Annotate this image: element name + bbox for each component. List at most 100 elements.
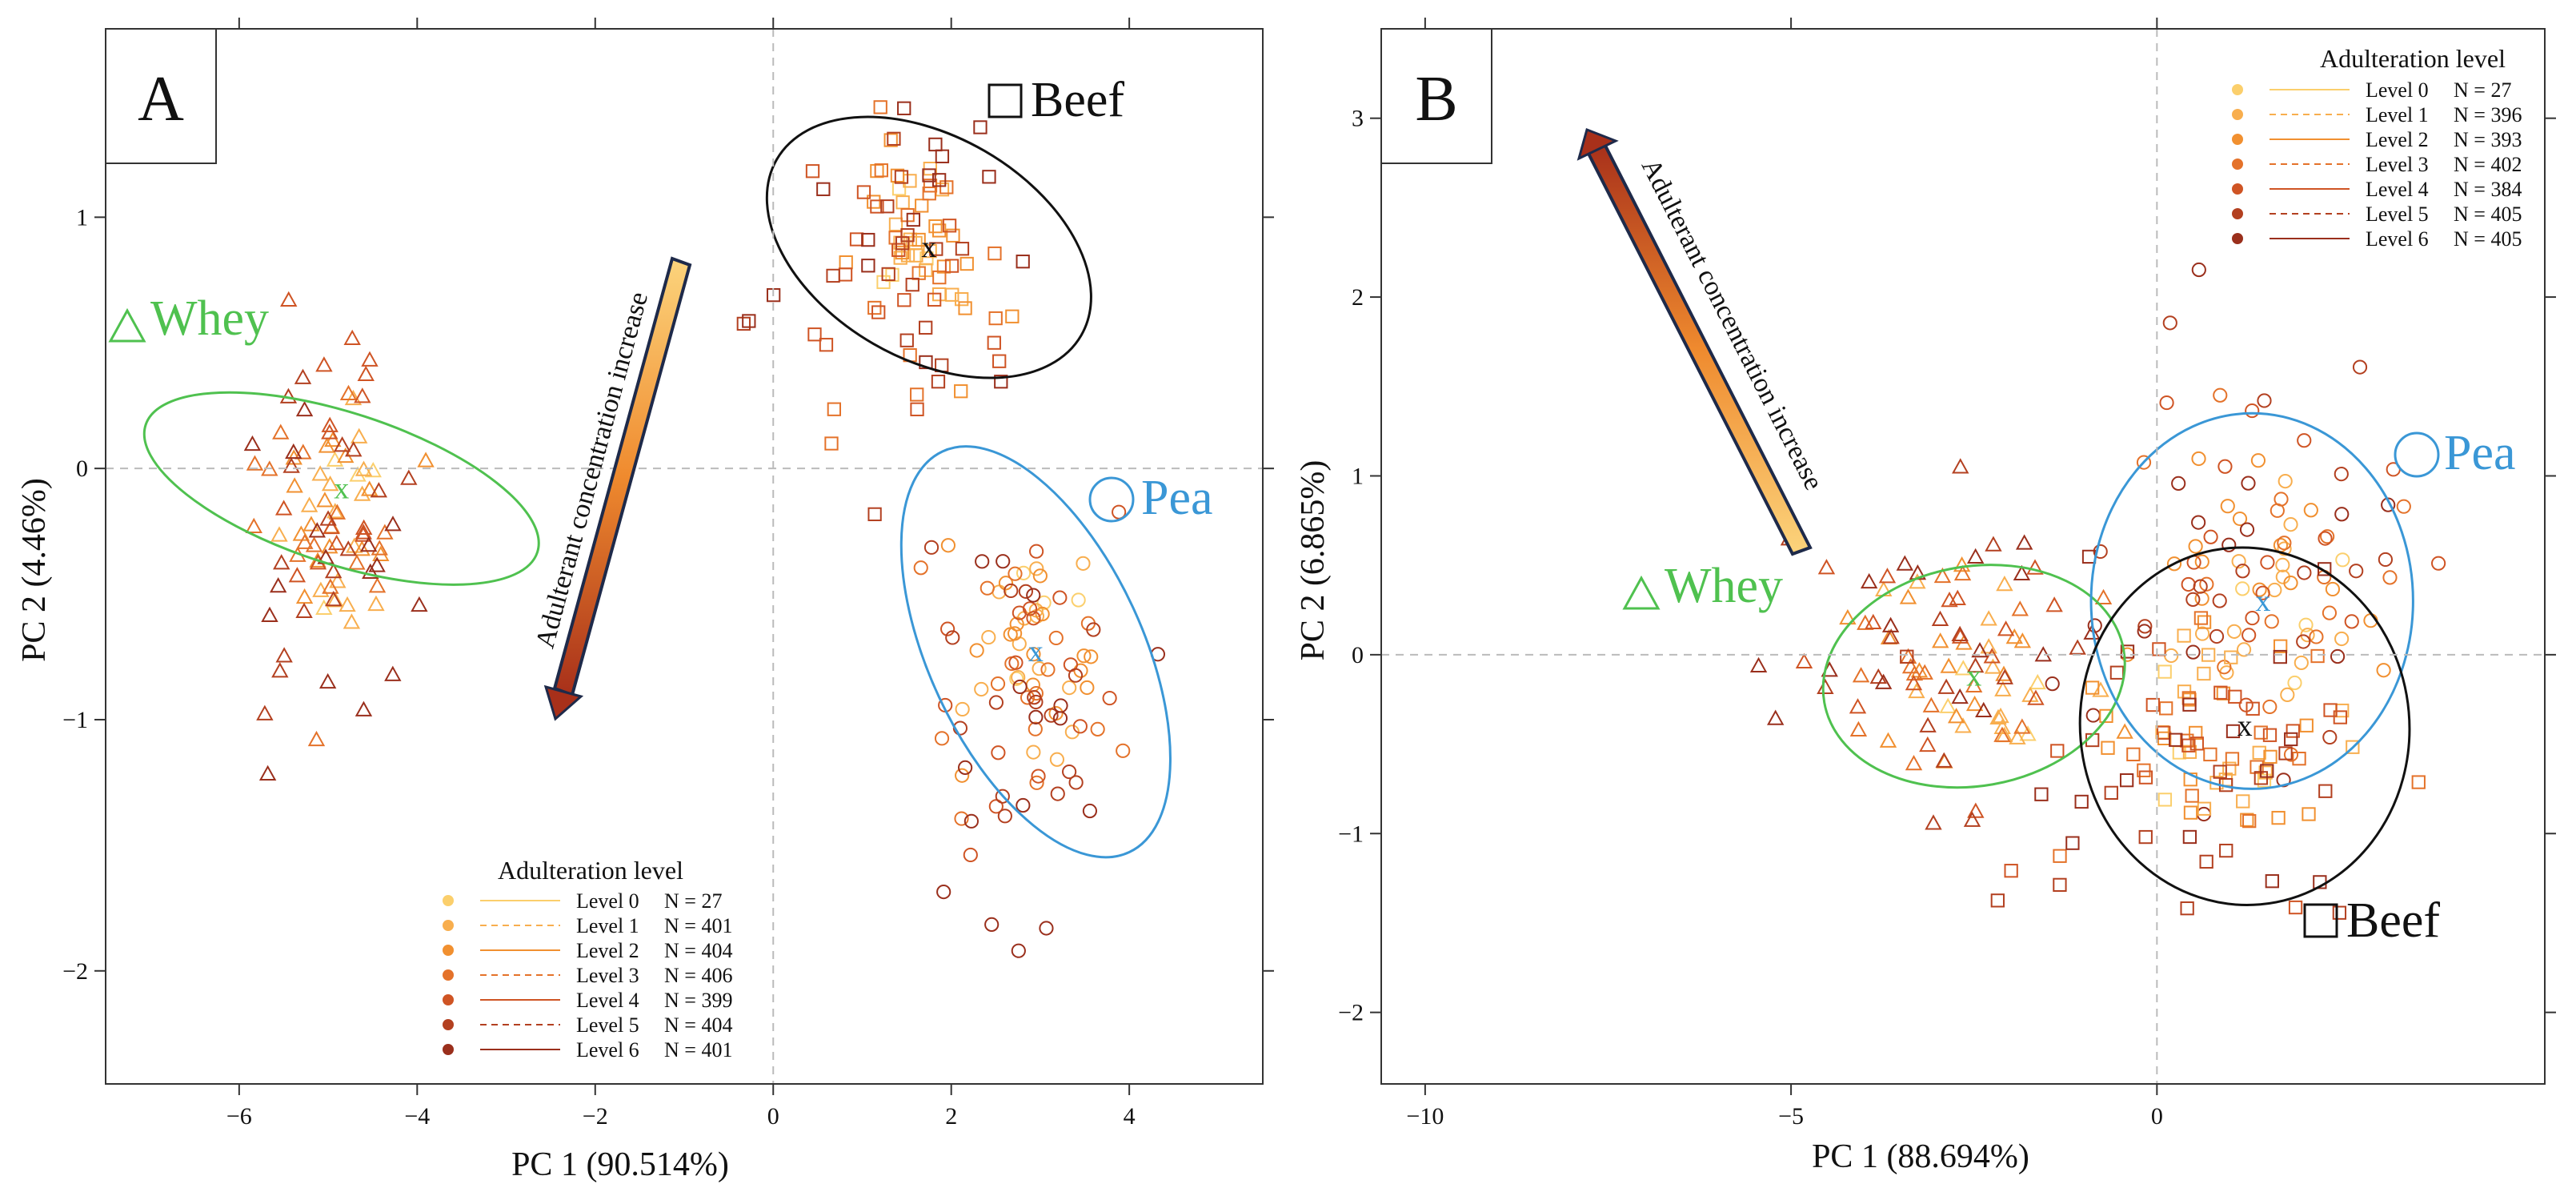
data-point-pea <box>1035 606 1050 622</box>
data-point-beef <box>2274 639 2288 653</box>
data-point-whey <box>2092 681 2109 697</box>
data-point-whey <box>343 613 361 629</box>
data-point-beef <box>939 180 954 195</box>
data-point-beef <box>911 232 926 247</box>
data-point-whey <box>371 540 388 556</box>
panel-b-beef-label: Beef <box>2346 893 2440 948</box>
data-point-whey <box>2011 600 2029 616</box>
data-point-pea <box>2334 631 2350 647</box>
data-point-pea <box>1072 719 1088 734</box>
data-point-beef <box>927 292 942 307</box>
data-point-pea <box>981 629 996 645</box>
data-point-whey <box>285 443 302 460</box>
beef-square-icon <box>2303 903 2338 938</box>
data-point-beef <box>2257 773 2272 788</box>
data-point-whey <box>1901 658 1920 674</box>
data-point-pea <box>940 621 955 636</box>
data-point-pea <box>2309 629 2324 644</box>
data-point-whey <box>1905 754 1923 771</box>
data-point-pea <box>2318 531 2333 546</box>
data-point-beef <box>2183 805 2198 820</box>
data-point-pea <box>2349 564 2364 579</box>
data-point-pea <box>2193 579 2208 594</box>
data-point-whey <box>1997 620 2015 636</box>
x-tick-label: −6 <box>226 1103 252 1130</box>
data-point-beef <box>942 219 957 233</box>
data-point-whey <box>361 351 379 367</box>
data-point-beef <box>827 402 841 416</box>
data-point-whey <box>274 500 293 516</box>
data-point-whey <box>2027 689 2045 705</box>
data-point-beef <box>1990 893 2005 908</box>
data-point-whey <box>339 540 357 556</box>
data-point-whey <box>1954 660 1973 676</box>
data-point-beef <box>867 195 881 209</box>
data-point-beef <box>2182 697 2197 712</box>
data-point-whey <box>1939 697 1957 713</box>
data-point-pea <box>2322 729 2338 745</box>
data-point-pea <box>2191 451 2206 467</box>
data-point-pea <box>2226 624 2242 639</box>
data-point-whey <box>1860 572 1878 589</box>
data-point-pea <box>980 580 995 596</box>
data-point-beef <box>2180 901 2194 916</box>
data-point-pea <box>2335 552 2350 568</box>
data-point-pea <box>1011 669 1026 685</box>
legend-level-label: Level 0 <box>2366 78 2429 102</box>
data-point-pea <box>2294 655 2309 671</box>
data-point-beef <box>935 149 950 163</box>
data-point-whey <box>321 476 339 492</box>
data-point-pea <box>2199 576 2214 592</box>
data-point-whey <box>2029 673 2046 690</box>
data-point-pea <box>1050 786 1065 801</box>
beef-square-icon <box>988 83 1023 118</box>
y-tick-label: 1 <box>1352 463 1364 489</box>
data-point-pea <box>2194 554 2209 569</box>
legend-swatch-dot <box>443 1019 454 1030</box>
data-point-beef <box>955 291 969 307</box>
data-point-beef <box>736 316 751 331</box>
data-point-pea <box>984 917 1000 932</box>
data-point-beef <box>861 259 875 273</box>
data-point-pea <box>1026 744 1041 760</box>
data-point-whey <box>294 443 312 460</box>
data-point-pea <box>2236 642 2252 657</box>
legend-level-label: Level 1 <box>2366 103 2429 126</box>
data-point-beef <box>2065 836 2080 850</box>
data-point-beef <box>932 223 947 238</box>
legend-count-label: N = 401 <box>664 1038 732 1062</box>
data-point-whey <box>1994 680 2012 696</box>
data-point-beef <box>874 163 888 178</box>
data-point-whey <box>302 516 320 532</box>
data-point-whey <box>329 572 347 588</box>
legend-count-label: N = 399 <box>664 989 732 1012</box>
data-point-whey <box>1875 580 1893 596</box>
panel-b-pea-label: Pea <box>2444 426 2516 480</box>
panel-b-label: B <box>1415 64 1457 134</box>
data-point-whey <box>1996 575 2013 592</box>
data-point-pea <box>2250 453 2266 468</box>
data-point-pea <box>1080 680 1095 696</box>
data-point-pea <box>2298 617 2314 632</box>
data-point-pea <box>1026 611 1041 626</box>
data-point-pea <box>1084 649 1099 664</box>
data-point-pea <box>2093 544 2108 560</box>
data-point-beef <box>888 217 903 231</box>
data-point-beef <box>2053 877 2067 893</box>
data-point-pea <box>936 884 951 900</box>
confidence-ellipse-beef <box>765 115 1092 379</box>
data-point-beef <box>867 507 882 522</box>
data-point-whey <box>1949 589 1966 605</box>
data-point-whey <box>2021 686 2039 702</box>
data-point-whey <box>327 503 344 519</box>
data-point-pea <box>2212 593 2227 608</box>
data-point-pea <box>988 695 1004 710</box>
legend-count-label: N = 393 <box>2454 128 2522 151</box>
data-point-whey <box>1882 628 1900 644</box>
data-point-beef <box>2189 725 2203 740</box>
data-point-pea <box>1008 655 1024 670</box>
legend-swatch-dot <box>443 1044 454 1055</box>
data-point-pea <box>996 554 1011 569</box>
data-point-pea <box>2330 648 2346 664</box>
data-point-pea <box>1008 626 1023 641</box>
